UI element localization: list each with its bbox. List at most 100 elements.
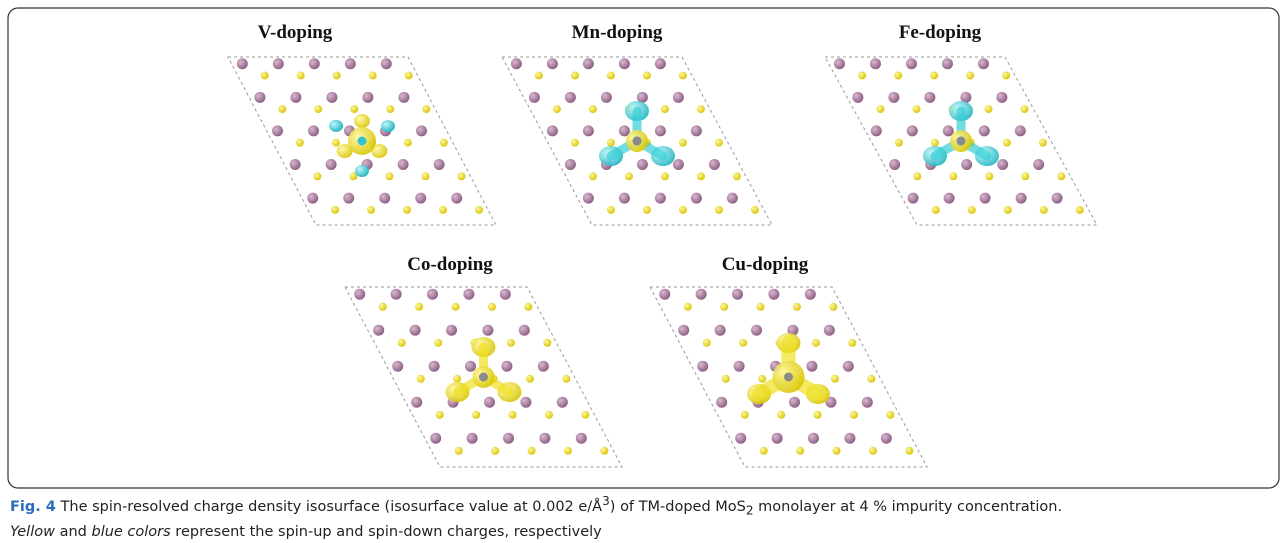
mo-atom [391,289,402,300]
mo-atom [308,125,319,136]
mo-atom [881,433,892,444]
s-atom [507,339,515,347]
s-atom [931,139,939,147]
s-atom [985,172,993,180]
mo-atom [354,289,365,300]
mo-atom [539,433,550,444]
s-atom [350,105,358,113]
mo-atom [659,289,670,300]
figure: V-dopingMn-dopingFe-dopingCo-dopingCu-do… [0,0,1287,490]
mo-atom [565,159,576,170]
s-atom [526,375,534,383]
mo-atom [906,58,917,69]
mo-atom [673,92,684,103]
s-atom [405,71,413,79]
s-atom [528,447,536,455]
mo-atom [871,125,882,136]
mo-atom [1033,159,1044,170]
s-atom [679,71,687,79]
s-atom [314,105,322,113]
mo-atom [709,159,720,170]
mo-atom [290,159,301,170]
mo-atom [465,361,476,372]
s-atom [589,105,597,113]
mo-atom [237,58,248,69]
isosurface-lobe [381,120,395,132]
mo-atom [254,92,265,103]
s-atom [684,303,692,311]
mo-atom [808,433,819,444]
s-atom [932,206,940,214]
s-atom [571,71,579,79]
s-atom [607,139,615,147]
mo-atom [678,325,689,336]
s-atom [625,172,633,180]
s-atom [793,303,801,311]
mo-atom [601,92,612,103]
s-atom [278,105,286,113]
s-atom [1039,139,1047,147]
s-atom [733,172,741,180]
s-atom [422,105,430,113]
s-atom [491,447,499,455]
mo-atom [942,58,953,69]
s-atom [966,71,974,79]
s-atom [985,105,993,113]
s-atom [453,375,461,383]
mo-atom [691,193,702,204]
caption-text: monolayer at 4 % impurity concentration. [754,499,1063,515]
mo-atom [500,289,511,300]
mo-atom [381,58,392,69]
s-atom [403,206,411,214]
mo-atom [996,92,1007,103]
mo-atom [583,58,594,69]
s-atom [643,206,651,214]
s-atom [930,71,938,79]
mo-atom [907,125,918,136]
panel: Cu-doping [650,254,927,467]
s-atom [715,139,723,147]
s-atom [600,447,608,455]
mo-atom [980,193,991,204]
mo-atom [637,159,648,170]
s-atom [440,139,448,147]
s-atom [877,105,885,113]
mo-atom [583,125,594,136]
s-atom [379,303,387,311]
s-atom [1003,139,1011,147]
mo-atom [392,361,403,372]
s-atom [332,139,340,147]
s-atom [905,447,913,455]
mo-atom [538,361,549,372]
mo-atom [852,92,863,103]
s-atom [697,172,705,180]
mo-atom [824,325,835,336]
s-atom [553,105,561,113]
s-atom [385,172,393,180]
s-atom [867,375,875,383]
s-atom [475,206,483,214]
mo-atom [467,433,478,444]
s-atom [415,303,423,311]
mo-atom [655,125,666,136]
mo-atom [511,58,522,69]
s-atom [894,71,902,79]
mo-atom [326,159,337,170]
s-atom [261,71,269,79]
mo-atom [655,58,666,69]
mo-atom [727,193,738,204]
mo-atom [309,58,320,69]
s-atom [895,139,903,147]
s-atom [796,447,804,455]
panel-title: V-doping [258,22,333,43]
s-atom [571,139,579,147]
mo-atom [734,361,745,372]
s-atom [741,411,749,419]
s-atom [421,172,429,180]
s-atom [436,411,444,419]
mo-atom [290,92,301,103]
s-atom [404,139,412,147]
s-atom [545,411,553,419]
mo-atom [557,397,568,408]
